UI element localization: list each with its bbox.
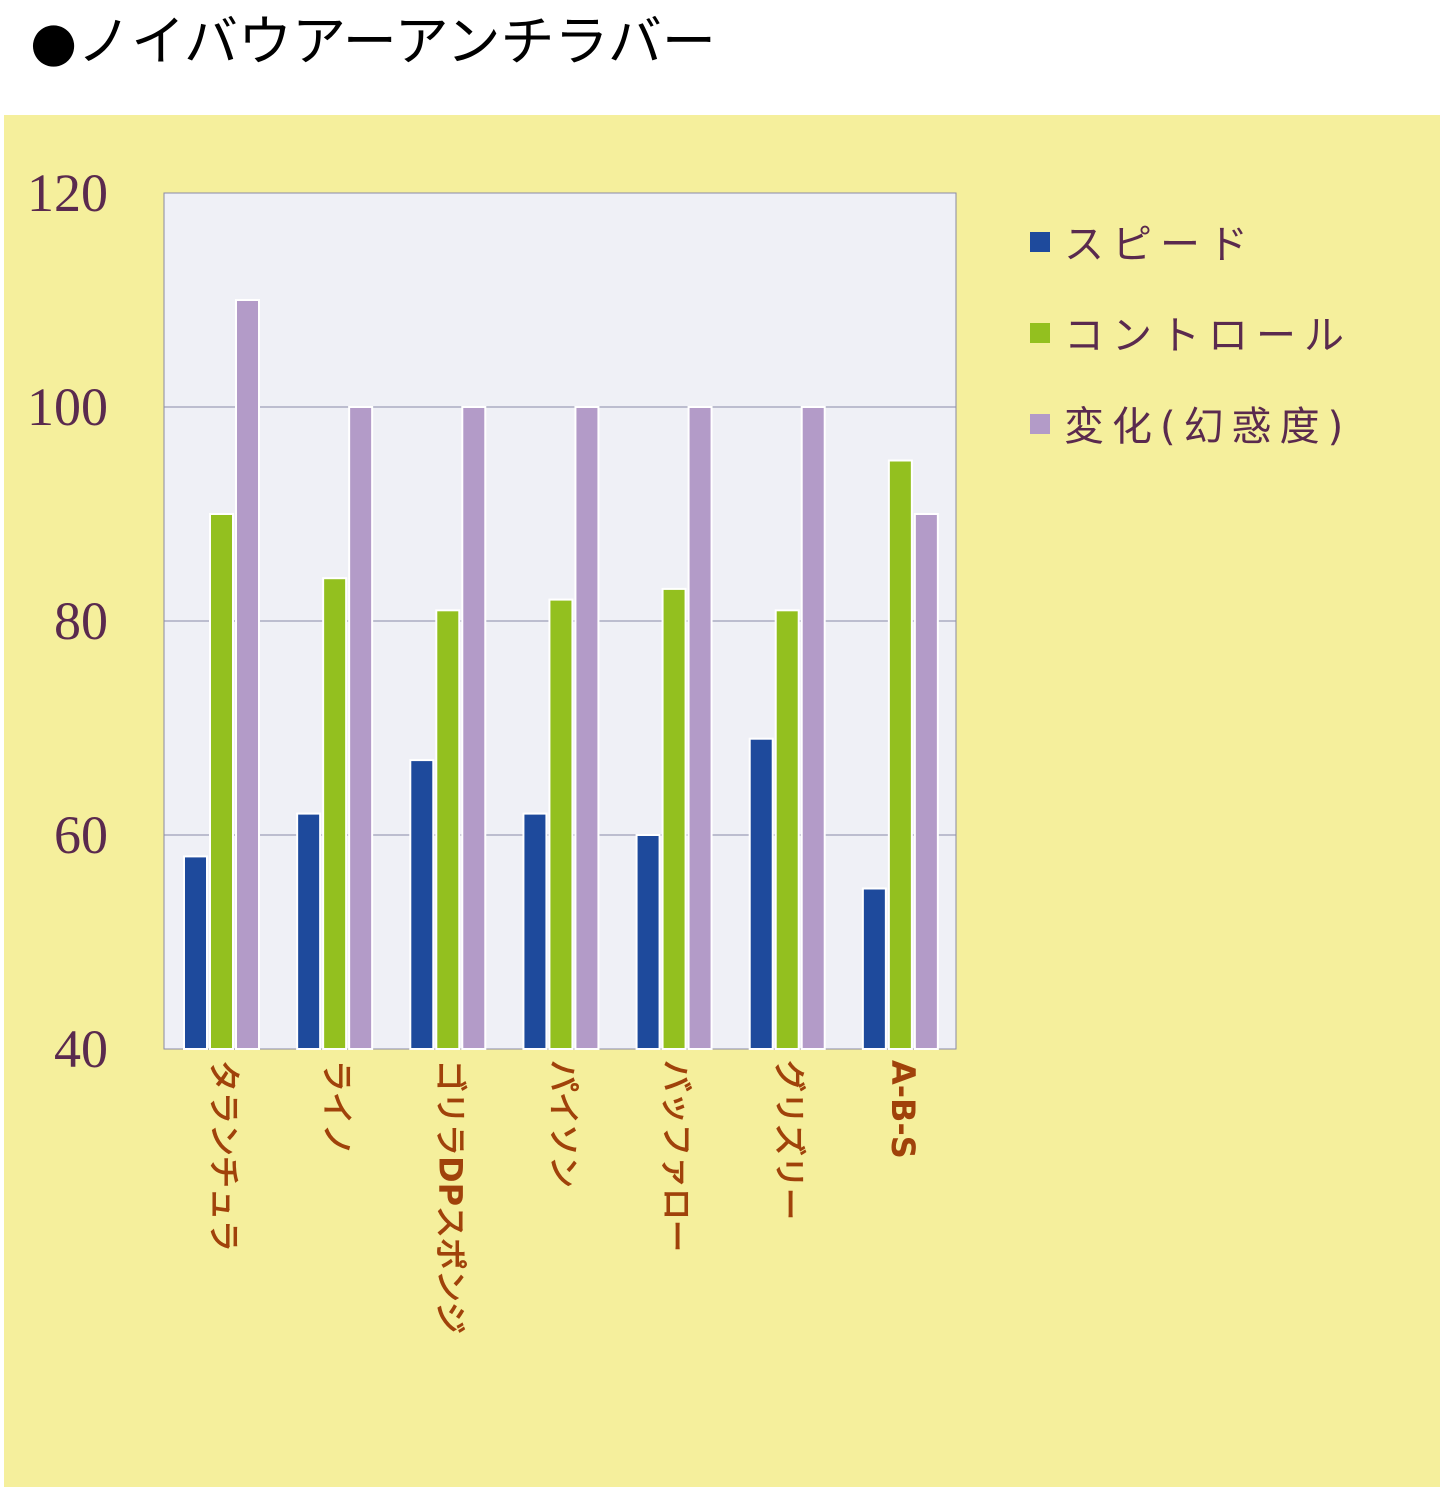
y-tick-label: 120 (27, 163, 108, 223)
bar (800, 406, 826, 1050)
bar (348, 406, 374, 1050)
bar (887, 459, 913, 1050)
y-tick-label: 40 (54, 1019, 108, 1079)
bar (461, 406, 487, 1050)
x-tick-label: ライノ (318, 1060, 356, 1156)
bar (322, 577, 348, 1050)
bar (913, 513, 939, 1050)
chart-title: ●ノイバウアーアンチラバー (30, 10, 716, 73)
legend-label: スピード (1064, 222, 1256, 268)
bar (522, 812, 548, 1050)
bar (687, 406, 713, 1050)
y-tick-label: 100 (27, 377, 108, 437)
bar (774, 609, 800, 1050)
legend-swatch (1030, 232, 1050, 252)
x-tick-label: A-B-S (884, 1060, 922, 1159)
x-tick-label: パイソン (544, 1060, 582, 1188)
bar (635, 834, 661, 1050)
y-tick-label: 60 (54, 805, 108, 865)
bar (209, 513, 234, 1050)
bar (296, 812, 322, 1050)
bar (574, 406, 600, 1050)
bar (861, 887, 887, 1050)
y-tick-label: 80 (54, 591, 108, 651)
legend-swatch (1030, 414, 1050, 434)
bar (409, 759, 435, 1050)
x-tick-label: ゴリラDPスポンジ (431, 1060, 469, 1334)
legend-label: コントロール (1064, 313, 1352, 359)
bar (748, 737, 774, 1050)
x-tick-label: グリズリー (771, 1060, 809, 1220)
bar (183, 855, 208, 1051)
x-tick-label: タランチュラ (205, 1060, 243, 1252)
bar (661, 587, 687, 1051)
bar (235, 299, 260, 1050)
bar (435, 609, 461, 1050)
legend-swatch (1030, 323, 1050, 343)
legend-label: 変化(幻惑度) (1064, 404, 1351, 450)
x-tick-label: バッファロー (658, 1060, 696, 1252)
bar (548, 598, 574, 1050)
